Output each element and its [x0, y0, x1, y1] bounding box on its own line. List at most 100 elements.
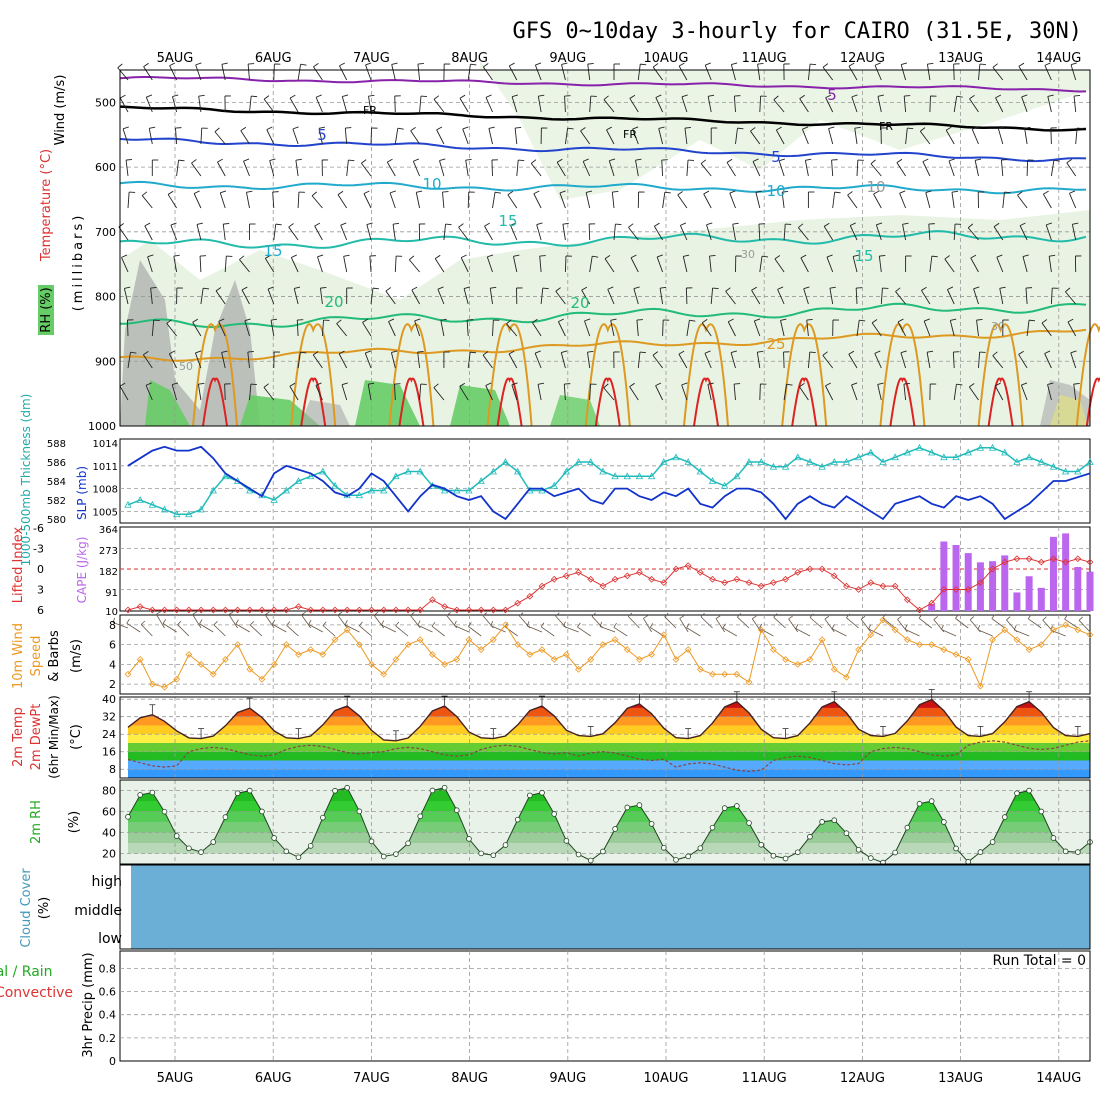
- wind-barb: [652, 354, 663, 369]
- wind-barb: [604, 258, 615, 273]
- wind10-speed-point: [453, 656, 461, 663]
- wind10-speed-point: [940, 646, 948, 653]
- pressure-tick-label: 1000: [88, 420, 116, 433]
- wind-barb-flag: [1024, 126, 1031, 129]
- wind-barb-flag: [487, 254, 494, 258]
- wind10-speed-point: [185, 651, 193, 658]
- wind-barb-flag: [366, 222, 373, 225]
- wind-barb-flag: [731, 62, 738, 65]
- wind-barb: [852, 256, 858, 273]
- thickness-point: [940, 453, 948, 461]
- wind10-barb-flag: [643, 615, 648, 619]
- wind10-speed-point: [843, 673, 850, 681]
- lifted-index-point: [879, 582, 887, 590]
- wind-barb: [978, 352, 981, 369]
- surface-temp-contour: [584, 323, 631, 427]
- wind-barb: [825, 385, 834, 401]
- wind-barb: [339, 65, 348, 81]
- lifted-index-point: [355, 606, 363, 614]
- rh2m-point: [758, 841, 765, 848]
- lifted-index-point: [1037, 558, 1045, 566]
- wind-barb-flag: [583, 158, 589, 162]
- wind-barb-flag: [300, 351, 307, 354]
- wind10-speed-point: [429, 651, 436, 658]
- wind10-barb-flag: [235, 619, 239, 625]
- wind-barb-flag: [341, 382, 348, 386]
- rh2m-series: [125, 784, 1093, 866]
- wind-barb: [394, 95, 396, 113]
- wind10-barb-flag: [162, 619, 167, 624]
- wind-barb: [127, 352, 131, 369]
- wind-barb-flag: [806, 319, 813, 321]
- wind-barb: [510, 225, 518, 241]
- rh-shade-area: [240, 395, 320, 426]
- wind-barb: [337, 194, 348, 209]
- wind-barb: [855, 287, 858, 305]
- thickness-point: [1025, 453, 1033, 461]
- rh2m-point: [393, 851, 399, 857]
- wind10-speed-point: [964, 656, 972, 663]
- thickness-point: [1013, 458, 1021, 465]
- surface-temp-contour: [889, 377, 916, 427]
- wind-barb: [1045, 224, 1052, 241]
- lifted-index-point: [1001, 558, 1009, 566]
- wind-barb: [145, 96, 153, 113]
- temp2m-band: [128, 742, 1090, 752]
- lifted-index-point: [331, 606, 339, 614]
- lifted-index-point: [587, 575, 595, 583]
- wind-barb-flag: [907, 127, 914, 130]
- thickness-point: [197, 505, 205, 513]
- wind-barb-flag: [951, 190, 958, 193]
- wind-barb: [1047, 384, 1052, 401]
- wind10-barb: [140, 624, 153, 637]
- rh2m-tick-label: 40: [102, 827, 116, 840]
- precip-y-ticks: 0.8 0.6 0.4 0.2 0: [99, 962, 117, 1068]
- upper-air-panel: 5 5 5 10 10 15 15 15 20 20 25 FR FR FR 30 30 50 10 500 600…: [38, 60, 1100, 433]
- wind-barb-flag: [709, 255, 716, 257]
- rh2m-point: [332, 787, 338, 794]
- wind10-barb-flag: [308, 619, 312, 625]
- wind-barb: [369, 256, 372, 273]
- thickness-point: [611, 472, 619, 480]
- contour-label: 5: [317, 126, 327, 144]
- surface-temp-contour: [683, 323, 729, 427]
- wind-barb-flag: [870, 159, 876, 165]
- wind-barb-flag: [995, 382, 1001, 387]
- wind-barb-flag: [927, 62, 934, 65]
- thickness-point: [453, 486, 461, 494]
- lifted-index-point: [1025, 555, 1033, 563]
- wind-barb-flag: [437, 286, 444, 290]
- lifted-index-point: [282, 606, 290, 614]
- surface-temp-contour: [202, 377, 228, 427]
- wind-barb: [166, 323, 177, 337]
- contour-label: 15: [854, 247, 873, 265]
- wind10-speed-point: [489, 636, 497, 644]
- wind-barb: [662, 192, 666, 209]
- rh2m-point: [198, 849, 204, 855]
- thickness-point: [465, 486, 473, 494]
- temperature-contour: [119, 230, 1087, 249]
- wind10-speed-point: [745, 678, 753, 686]
- wind-barb-flag: [976, 318, 983, 321]
- wind10-barb-flag: [199, 619, 203, 624]
- wind-barb: [534, 64, 542, 81]
- wind-barb-flag: [1019, 222, 1026, 227]
- wind-barb-flag: [678, 350, 685, 355]
- wind-barb-flag: [1047, 94, 1054, 97]
- rh-legend-swatch: [38, 285, 54, 335]
- wind-barb: [385, 290, 396, 305]
- precip-ylabel-b: Convective: [0, 985, 73, 1001]
- wind-barb: [1018, 66, 1028, 81]
- wind-barb-flag: [558, 318, 564, 323]
- wind10-barb: [1050, 629, 1066, 637]
- wind-barb: [974, 160, 979, 177]
- wind-barb-flag: [897, 318, 904, 323]
- wind-barb-flag: [311, 191, 318, 197]
- wind-barb-flag: [125, 158, 133, 161]
- wind-barb-flag: [342, 94, 349, 98]
- temp2m-y-ticks: 40 32 24 16 8: [102, 693, 116, 776]
- wind-barb: [436, 129, 445, 145]
- rh2m-ylabel-unit: (%): [67, 811, 82, 834]
- rh2m-point: [344, 784, 350, 791]
- temp2m-tick-label: 16: [102, 746, 116, 759]
